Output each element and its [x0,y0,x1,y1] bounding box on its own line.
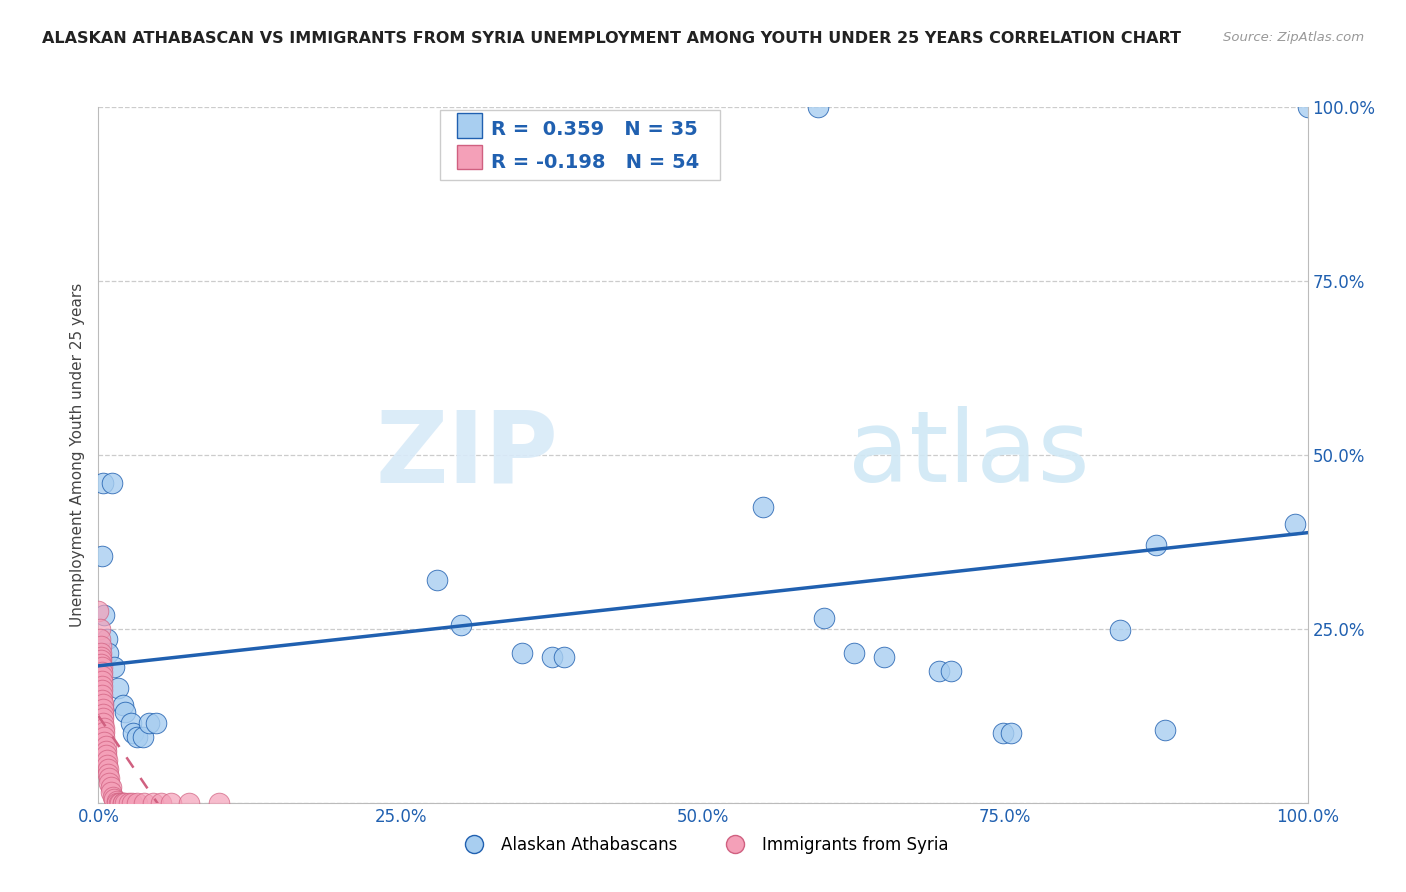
Point [93,607,115,622]
Point [134,796,156,810]
Point [98,776,121,790]
Point [108,796,131,810]
Point [142,796,165,810]
Text: ZIP: ZIP [375,407,558,503]
Point [91,697,114,711]
Point [450,618,472,632]
Point [510,646,533,660]
Point [91,665,114,679]
Point [160,796,183,810]
Point [118,796,141,810]
Point [90,646,112,660]
Point [127,796,149,810]
Point [1296,100,1319,114]
Text: R = -0.198   N = 54: R = -0.198 N = 54 [491,153,699,171]
Point [807,100,830,114]
Point [103,660,125,674]
Point [93,724,115,739]
Point [103,792,125,806]
Point [91,683,114,698]
Point [93,730,115,744]
Point [91,702,114,716]
Point [138,715,160,730]
Y-axis label: Unemployment Among Youth under 25 years: Unemployment Among Youth under 25 years [70,283,86,627]
Point [111,796,134,810]
Point [91,688,114,702]
Point [97,646,120,660]
Point [208,796,231,810]
Point [991,726,1014,740]
Point [179,796,201,810]
Point [553,649,575,664]
Point [1000,726,1022,740]
Point [1109,624,1132,638]
Point [89,622,111,636]
Text: R =  0.359   N = 35: R = 0.359 N = 35 [491,120,697,139]
Point [94,744,117,758]
Point [1146,538,1168,552]
Point [426,573,449,587]
Point [101,790,124,805]
Point [120,715,142,730]
Point [91,706,114,721]
Point [111,698,134,713]
Point [96,632,118,647]
Point [114,706,136,720]
Point [1284,517,1306,532]
Point [90,657,112,671]
Point [939,664,962,678]
Point [91,715,114,730]
Point [93,734,115,748]
Point [93,721,115,735]
Point [96,757,118,772]
Point [100,475,122,490]
Point [540,649,562,664]
Point [91,475,114,490]
Point [1154,723,1177,737]
Point [100,785,122,799]
Point [105,794,128,808]
Point [105,796,128,810]
Point [90,653,112,667]
Point [127,730,149,744]
Point [122,726,145,740]
Point [90,649,112,664]
Point [108,796,131,810]
Point [873,649,896,664]
Point [132,730,155,744]
Point [91,711,114,725]
Point [98,772,121,786]
Point [111,796,134,810]
Point [91,679,114,693]
Point [91,660,114,674]
Point [145,715,167,730]
Point [94,739,117,753]
Point [107,681,129,695]
Point [89,632,111,647]
Point [91,674,114,689]
Point [150,796,173,810]
Point [121,796,143,810]
Text: atlas: atlas [848,407,1090,503]
Point [90,639,112,653]
Point [114,796,136,810]
Point [91,549,114,563]
Point [844,646,866,660]
Legend: Alaskan Athabascans, Immigrants from Syria: Alaskan Athabascans, Immigrants from Syr… [451,830,955,861]
Point [96,753,118,767]
Point [928,664,950,678]
Text: ALASKAN ATHABASCAN VS IMMIGRANTS FROM SYRIA UNEMPLOYMENT AMONG YOUTH UNDER 25 YE: ALASKAN ATHABASCAN VS IMMIGRANTS FROM SY… [42,31,1181,46]
Text: Source: ZipAtlas.com: Source: ZipAtlas.com [1223,31,1364,45]
Point [752,500,775,514]
Point [813,611,835,625]
Point [94,748,117,763]
Point [87,605,110,619]
Point [97,766,120,780]
Point [91,669,114,683]
Point [100,780,122,795]
Point [91,693,114,707]
Point [97,763,120,777]
